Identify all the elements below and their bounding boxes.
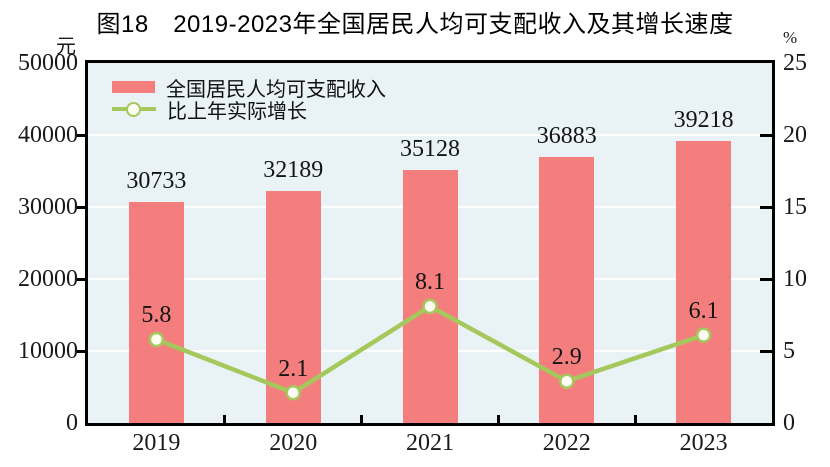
line-value-label: 8.1 xyxy=(415,269,445,296)
line-marker xyxy=(559,373,575,389)
x-tick-label: 2022 xyxy=(542,430,591,456)
bar-legend-swatch-icon xyxy=(112,81,155,93)
left-axis-tick xyxy=(77,133,85,137)
legend-item-income: 全国居民人均可支配收入 xyxy=(112,76,386,101)
line-marker xyxy=(148,331,165,348)
right-axis-tick xyxy=(760,205,772,209)
legend-label-income: 全国居民人均可支配收入 xyxy=(166,78,386,101)
y-tick-label-left: 30000 xyxy=(18,194,78,220)
line-legend-marker-icon xyxy=(112,102,156,117)
line-value-label: 5.8 xyxy=(141,302,172,329)
legend-item-growth: 比上年实际增长 xyxy=(112,98,386,123)
y-tick-label-left: 0 xyxy=(66,410,78,436)
line-value-label: 2.9 xyxy=(551,344,582,371)
right-axis-tick xyxy=(760,277,772,281)
line-marker xyxy=(695,327,712,343)
left-axis-unit: 元 xyxy=(56,36,76,58)
y-tick-label-left: 10000 xyxy=(18,338,78,364)
bar-value-label: 32189 xyxy=(263,157,324,184)
bar-2019 xyxy=(128,201,184,423)
y-tick-label-right: 10 xyxy=(783,266,807,292)
left-axis-tick xyxy=(77,277,85,281)
left-axis-tick xyxy=(77,205,85,209)
y-tick-label-left: 40000 xyxy=(18,122,78,148)
x-axis-tick xyxy=(496,415,500,423)
bar-2023 xyxy=(676,140,732,423)
bar-value-label: 30733 xyxy=(126,167,187,194)
left-axis-tick xyxy=(77,349,85,353)
y-tick-label-right: 0 xyxy=(783,410,795,436)
bar-2021 xyxy=(402,170,458,423)
x-axis-tick xyxy=(360,415,364,423)
y-tick-label-right: 20 xyxy=(783,122,807,148)
right-axis-unit: % xyxy=(783,28,798,47)
y-tick-label-left: 50000 xyxy=(18,50,78,76)
gridline xyxy=(88,134,772,136)
line-value-label: 6.1 xyxy=(688,298,719,325)
bar-value-label: 36883 xyxy=(536,123,597,150)
line-marker xyxy=(285,385,301,401)
x-tick-label: 2019 xyxy=(132,430,181,456)
right-axis-tick xyxy=(760,349,772,353)
growth-line xyxy=(148,298,712,401)
x-tick-label: 2021 xyxy=(406,430,454,456)
x-tick-label: 2020 xyxy=(269,430,318,456)
plot-area: 全国居民人均可支配收入 比上年实际增长 30733 32189 35128 36883… xyxy=(77,60,775,426)
y-tick-label-right: 5 xyxy=(783,338,795,364)
x-tick-label: 2023 xyxy=(679,430,728,456)
bar-value-label: 35128 xyxy=(400,136,460,163)
y-tick-label-right: 15 xyxy=(783,194,807,220)
y-tick-label-right: 25 xyxy=(783,50,807,76)
x-axis-tick xyxy=(223,415,227,423)
chart-title: 图18 2019-2023年全国居民人均可支配收入及其增长速度 xyxy=(96,11,734,38)
right-axis-tick xyxy=(760,133,772,137)
line-value-label: 2.1 xyxy=(278,355,309,382)
y-tick-label-left: 20000 xyxy=(18,266,78,292)
legend: 全国居民人均可支配收入 比上年实际增长 xyxy=(112,76,386,123)
legend-label-growth: 比上年实际增长 xyxy=(167,100,307,123)
line-marker xyxy=(422,298,438,315)
x-axis-tick xyxy=(633,415,637,423)
bar-value-label: 39218 xyxy=(673,106,734,133)
